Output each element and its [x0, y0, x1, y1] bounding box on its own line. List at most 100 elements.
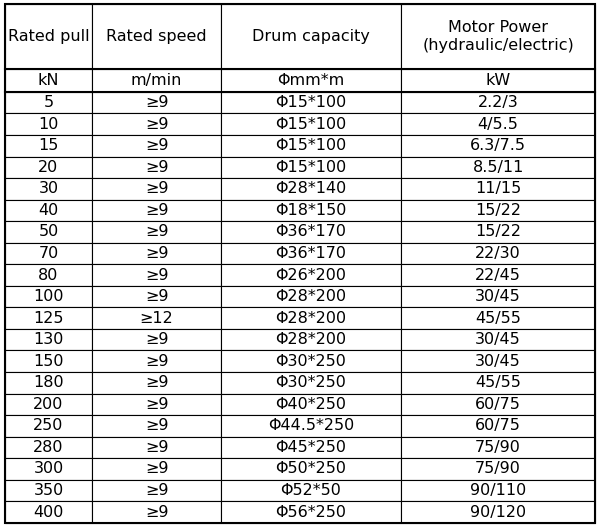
Bar: [5, 92, 92, 113]
Text: Φ28*200: Φ28*200: [275, 332, 346, 347]
Bar: [221, 178, 401, 200]
Text: 50: 50: [38, 225, 59, 239]
Text: Φ50*250: Φ50*250: [275, 462, 346, 476]
Text: Φ52*50: Φ52*50: [280, 483, 341, 498]
Text: ≥9: ≥9: [145, 138, 168, 153]
Bar: [92, 157, 221, 178]
Bar: [221, 4, 401, 69]
Bar: [5, 350, 92, 372]
Text: ≥9: ≥9: [145, 397, 168, 412]
Text: 200: 200: [34, 397, 64, 412]
Text: Φ15*100: Φ15*100: [275, 117, 347, 132]
Text: 5: 5: [43, 95, 53, 110]
Text: 75/90: 75/90: [475, 440, 521, 455]
Text: Φ36*170: Φ36*170: [275, 225, 346, 239]
Bar: [92, 436, 221, 458]
Text: ≥9: ≥9: [145, 354, 168, 369]
Text: 130: 130: [34, 332, 64, 347]
Bar: [401, 329, 595, 350]
Text: 400: 400: [34, 504, 64, 520]
Text: 15/22: 15/22: [475, 225, 521, 239]
Text: 125: 125: [33, 310, 64, 326]
Bar: [401, 135, 595, 157]
Text: 40: 40: [38, 203, 59, 218]
Bar: [5, 69, 92, 92]
Text: kN: kN: [38, 73, 59, 88]
Bar: [401, 243, 595, 264]
Text: ≥9: ≥9: [145, 203, 168, 218]
Bar: [92, 394, 221, 415]
Text: ≥9: ≥9: [145, 268, 168, 282]
Bar: [401, 221, 595, 243]
Text: ≥12: ≥12: [140, 310, 173, 326]
Bar: [5, 264, 92, 286]
Text: ≥9: ≥9: [145, 483, 168, 498]
Bar: [92, 350, 221, 372]
Text: 22/30: 22/30: [475, 246, 521, 261]
Text: ≥9: ≥9: [145, 375, 168, 391]
Text: 70: 70: [38, 246, 59, 261]
Text: kW: kW: [485, 73, 511, 88]
Bar: [221, 286, 401, 307]
Text: Φ18*150: Φ18*150: [275, 203, 347, 218]
Bar: [221, 307, 401, 329]
Text: 30/45: 30/45: [475, 354, 521, 369]
Bar: [221, 200, 401, 221]
Bar: [5, 501, 92, 523]
Bar: [401, 178, 595, 200]
Text: 90/110: 90/110: [470, 483, 526, 498]
Text: Φ15*100: Φ15*100: [275, 95, 347, 110]
Text: Φ44.5*250: Φ44.5*250: [268, 418, 354, 433]
Bar: [92, 372, 221, 394]
Bar: [92, 135, 221, 157]
Text: 8.5/11: 8.5/11: [472, 160, 524, 175]
Text: 350: 350: [34, 483, 64, 498]
Text: 60/75: 60/75: [475, 397, 521, 412]
Text: Φ30*250: Φ30*250: [275, 375, 346, 391]
Text: Φ30*250: Φ30*250: [275, 354, 346, 369]
Text: ≥9: ≥9: [145, 418, 168, 433]
Bar: [92, 200, 221, 221]
Bar: [5, 480, 92, 501]
Text: 75/90: 75/90: [475, 462, 521, 476]
Bar: [5, 221, 92, 243]
Text: 30/45: 30/45: [475, 332, 521, 347]
Text: m/min: m/min: [131, 73, 182, 88]
Text: Φ40*250: Φ40*250: [275, 397, 346, 412]
Bar: [401, 350, 595, 372]
Text: 180: 180: [33, 375, 64, 391]
Bar: [5, 135, 92, 157]
Text: 15/22: 15/22: [475, 203, 521, 218]
Bar: [401, 264, 595, 286]
Bar: [221, 350, 401, 372]
Bar: [92, 415, 221, 436]
Text: 45/55: 45/55: [475, 310, 521, 326]
Bar: [5, 329, 92, 350]
Text: 30: 30: [38, 181, 59, 197]
Bar: [401, 113, 595, 135]
Bar: [5, 178, 92, 200]
Bar: [92, 264, 221, 286]
Text: ≥9: ≥9: [145, 332, 168, 347]
Bar: [5, 458, 92, 480]
Text: ≥9: ≥9: [145, 160, 168, 175]
Bar: [221, 415, 401, 436]
Text: 10: 10: [38, 117, 59, 132]
Bar: [221, 436, 401, 458]
Text: Φ45*250: Φ45*250: [275, 440, 346, 455]
Text: Drum capacity: Drum capacity: [252, 29, 370, 44]
Bar: [92, 307, 221, 329]
Text: Φ28*200: Φ28*200: [275, 289, 346, 304]
Bar: [221, 480, 401, 501]
Text: Φ56*250: Φ56*250: [275, 504, 346, 520]
Text: 60/75: 60/75: [475, 418, 521, 433]
Bar: [92, 286, 221, 307]
Text: 90/120: 90/120: [470, 504, 526, 520]
Bar: [221, 372, 401, 394]
Bar: [92, 92, 221, 113]
Bar: [221, 243, 401, 264]
Text: 45/55: 45/55: [475, 375, 521, 391]
Text: Φ28*200: Φ28*200: [275, 310, 346, 326]
Text: 20: 20: [38, 160, 59, 175]
Bar: [92, 480, 221, 501]
